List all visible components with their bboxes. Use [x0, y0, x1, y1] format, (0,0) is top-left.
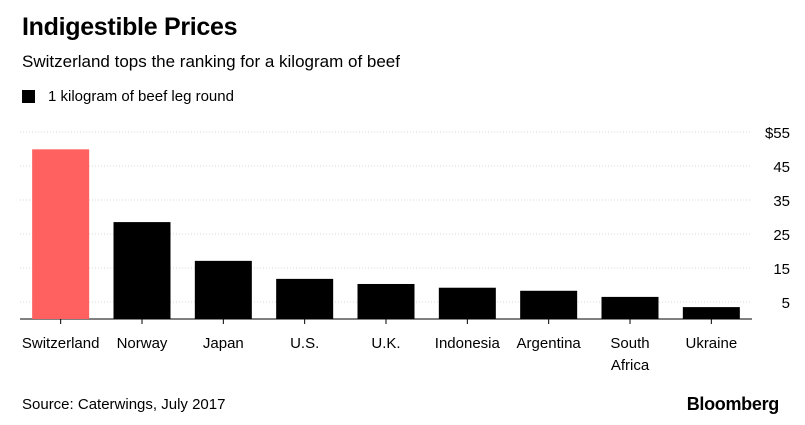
- x-tick-label: Ukraine: [685, 335, 737, 352]
- bar: [276, 278, 334, 319]
- x-tick-label: Norway: [117, 335, 168, 352]
- bar: [601, 296, 659, 319]
- bar: [520, 290, 578, 319]
- bar: [438, 287, 496, 319]
- y-tick-label: 45: [773, 159, 790, 176]
- x-tick-label: South Africa: [610, 335, 649, 374]
- bar: [357, 283, 415, 319]
- y-tick-label: 5: [782, 295, 790, 312]
- legend-swatch: [22, 90, 35, 103]
- x-tick-label: U.K.: [371, 335, 400, 352]
- source-note: Source: Caterwings, July 2017: [22, 396, 226, 413]
- bar: [32, 149, 90, 319]
- legend-label: 1 kilogram of beef leg round: [48, 88, 234, 105]
- y-tick-label: 25: [773, 227, 790, 244]
- y-tick-label: 35: [773, 193, 790, 210]
- bloomberg-logo: Bloomberg: [686, 394, 780, 414]
- x-tick-label: Indonesia: [435, 335, 501, 352]
- x-tick-label: Japan: [203, 335, 244, 352]
- bar: [682, 307, 740, 319]
- bar: [194, 260, 252, 319]
- chart-title: Indigestible Prices: [22, 13, 238, 41]
- x-tick-label: Argentina: [517, 335, 582, 352]
- bar: [113, 222, 171, 319]
- legend: 1 kilogram of beef leg round: [22, 88, 234, 105]
- x-tick-label: Switzerland: [22, 335, 100, 352]
- y-tick-label: $55: [765, 125, 790, 142]
- x-tick-label: U.S.: [290, 335, 319, 352]
- y-tick-label: 15: [773, 261, 790, 278]
- chart-subtitle: Switzerland tops the ranking for a kilog…: [22, 52, 400, 71]
